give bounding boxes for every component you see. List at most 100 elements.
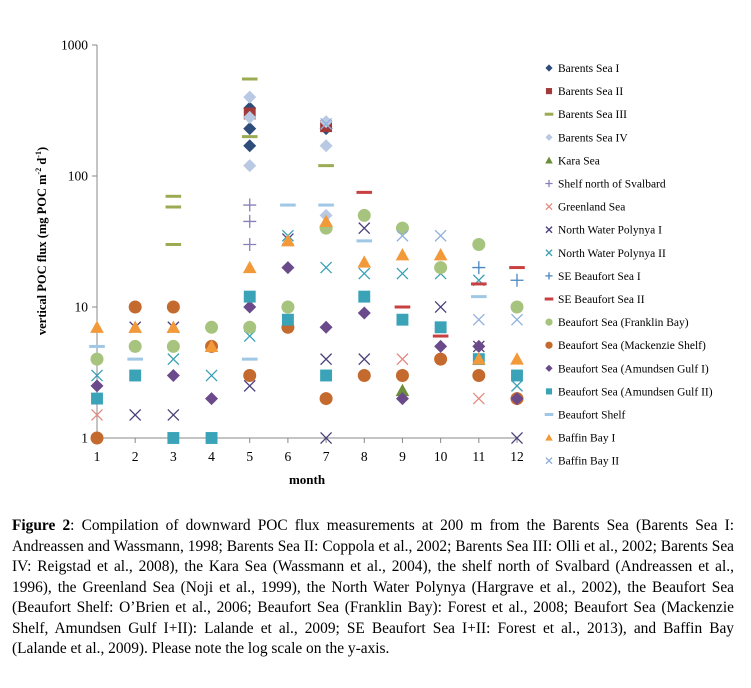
point-beaufort-sea-amundsen-gulf-i [395, 392, 409, 406]
legend-marker-se-beaufort-sea-i [545, 272, 553, 280]
x-tick-label: 12 [510, 449, 524, 464]
legend-label-barents-sea-iv: Barents Sea IV [558, 132, 628, 144]
point-beaufort-sea-amundsen-gulf-i [243, 300, 257, 314]
legend-marker-beaufort-sea-amundsen-gulf-ii [545, 388, 553, 395]
legend-label-shelf-north-of-svalbard: Shelf north of Svalbard [558, 179, 666, 191]
chart-axes [96, 45, 517, 439]
point-beaufort-sea-amundsen-gulf-i [510, 392, 524, 406]
point-beaufort-sea-franklin-bay [90, 352, 104, 366]
legend-label-beaufort-sea-mackenzie-shelf: Beaufort Sea (Mackenzie Shelf) [558, 340, 706, 352]
y-axis-label: vertical POC flux (mg POC m-2 d-1) [34, 147, 49, 335]
point-beaufort-sea-mackenzie-shelf [395, 368, 409, 382]
point-beaufort-sea-franklin-bay [166, 339, 180, 353]
point-beaufort-sea-franklin-bay [357, 208, 371, 222]
point-beaufort-sea-amundsen-gulf-ii [243, 290, 256, 303]
point-beaufort-sea-amundsen-gulf-ii [281, 313, 294, 326]
y-tick-label: 10 [75, 300, 89, 315]
point-north-water-polynya-ii [167, 353, 180, 366]
legend-marker-kara-sea [545, 156, 553, 164]
point-barents-sea-i [243, 139, 257, 153]
point-beaufort-sea-franklin-bay [510, 300, 524, 314]
point-north-water-polynya-ii [91, 369, 103, 382]
chart-points [89, 77, 525, 445]
point-barents-sea-iv [243, 110, 257, 124]
point-greenland-sea [396, 353, 409, 366]
point-barents-sea-iv [243, 159, 257, 173]
point-beaufort-sea-amundsen-gulf-i [205, 392, 219, 406]
caption-label: Figure 2 [12, 517, 71, 534]
point-beaufort-sea-amundsen-gulf-i [472, 339, 486, 353]
y-tick-label: 1 [81, 431, 88, 446]
point-beaufort-sea-amundsen-gulf-ii [358, 290, 371, 303]
point-beaufort-sea-franklin-bay [281, 300, 295, 314]
point-se-beaufort-sea-i [510, 273, 524, 287]
point-barents-sea-i [243, 122, 257, 136]
point-beaufort-sea-mackenzie-shelf [128, 300, 142, 314]
legend-marker-north-water-polynya-i [545, 226, 553, 234]
legend-label-barents-sea-iii: Barents Sea III [558, 109, 627, 121]
point-north-water-polynya-i [243, 379, 256, 392]
legend-label-barents-sea-i: Barents Sea I [558, 63, 619, 75]
point-north-water-polynya-i [320, 432, 333, 444]
point-beaufort-sea-franklin-bay [472, 237, 486, 251]
caption-text: : Compilation of downward POC flux measu… [12, 517, 735, 657]
point-beaufort-sea-amundsen-gulf-i [281, 261, 295, 275]
point-baffin-bay-ii [434, 229, 447, 242]
legend-marker-beaufort-sea-mackenzie-shelf [545, 341, 553, 349]
legend-marker-shelf-north-of-svalbard [545, 179, 553, 188]
point-beaufort-sea-mackenzie-shelf [90, 431, 104, 445]
x-tick-label: 9 [399, 449, 406, 464]
x-tick-label: 1 [94, 449, 101, 464]
point-beaufort-sea-amundsen-gulf-ii [167, 432, 180, 444]
point-north-water-polynya-ii [511, 379, 523, 392]
point-barents-sea-iv [243, 90, 257, 104]
legend-marker-barents-sea-ii [545, 88, 553, 95]
y-tick-label: 100 [68, 169, 89, 184]
point-greenland-sea [91, 408, 103, 421]
point-beaufort-sea-amundsen-gulf-ii [396, 313, 409, 326]
point-beaufort-sea-amundsen-gulf-i [90, 379, 104, 393]
point-north-water-polynya-i [320, 353, 333, 366]
point-beaufort-sea-mackenzie-shelf [357, 368, 371, 382]
x-tick-label: 6 [285, 449, 292, 464]
point-baffin-bay-i [357, 255, 372, 268]
point-beaufort-sea-amundsen-gulf-i [166, 368, 180, 382]
point-baffin-bay-i [128, 320, 143, 333]
point-beaufort-sea-franklin-bay [243, 320, 257, 334]
point-baffin-bay-i [433, 248, 448, 261]
point-beaufort-sea-mackenzie-shelf [166, 300, 180, 314]
legend-marker-greenland-sea [545, 203, 553, 211]
point-north-water-polynya-i [434, 301, 447, 313]
legend-marker-beaufort-sea-amundsen-gulf-i [545, 364, 553, 372]
y-tick-label: 1000 [61, 38, 88, 53]
point-baffin-bay-i [395, 248, 410, 261]
legend-marker-north-water-polynya-ii [545, 249, 553, 257]
x-tick-label: 10 [434, 449, 448, 464]
point-baffin-bay-i [510, 352, 524, 365]
x-tick-label: 4 [208, 449, 215, 464]
point-beaufort-sea-amundsen-gulf-ii [434, 321, 447, 334]
legend-marker-beaufort-sea-franklin-bay [545, 318, 553, 326]
point-baffin-bay-i [281, 234, 295, 247]
point-north-water-polynya-i [358, 353, 371, 366]
point-shelf-north-of-svalbard [243, 214, 257, 228]
point-beaufort-sea-franklin-bay [434, 261, 448, 275]
point-north-water-polynya-ii [358, 267, 371, 280]
legend-label-beaufort-sea-amundsen-gulf-ii: Beaufort Sea (Amundsen Gulf II) [558, 386, 713, 398]
point-north-water-polynya-i [167, 408, 180, 421]
point-baffin-bay-i [90, 320, 104, 333]
point-north-water-polynya-i [129, 408, 142, 421]
point-kara-sea [395, 383, 410, 397]
point-north-water-polynya-i [358, 222, 371, 235]
point-beaufort-sea-franklin-bay [128, 339, 142, 353]
point-barents-sea-iv [319, 139, 333, 153]
figure-caption: Figure 2: Compilation of downward POC fl… [12, 516, 734, 660]
point-shelf-north-of-svalbard [243, 237, 257, 251]
legend-label-se-beaufort-sea-i: SE Beaufort Sea I [558, 271, 641, 283]
legend-marker-baffin-bay-i [545, 433, 553, 441]
legend-marker-barents-sea-i [545, 64, 553, 72]
x-tick-label: 5 [246, 449, 253, 464]
point-greenland-sea [472, 392, 485, 405]
x-tick-label: 7 [323, 449, 330, 464]
point-barents-sea-iv [319, 115, 333, 129]
